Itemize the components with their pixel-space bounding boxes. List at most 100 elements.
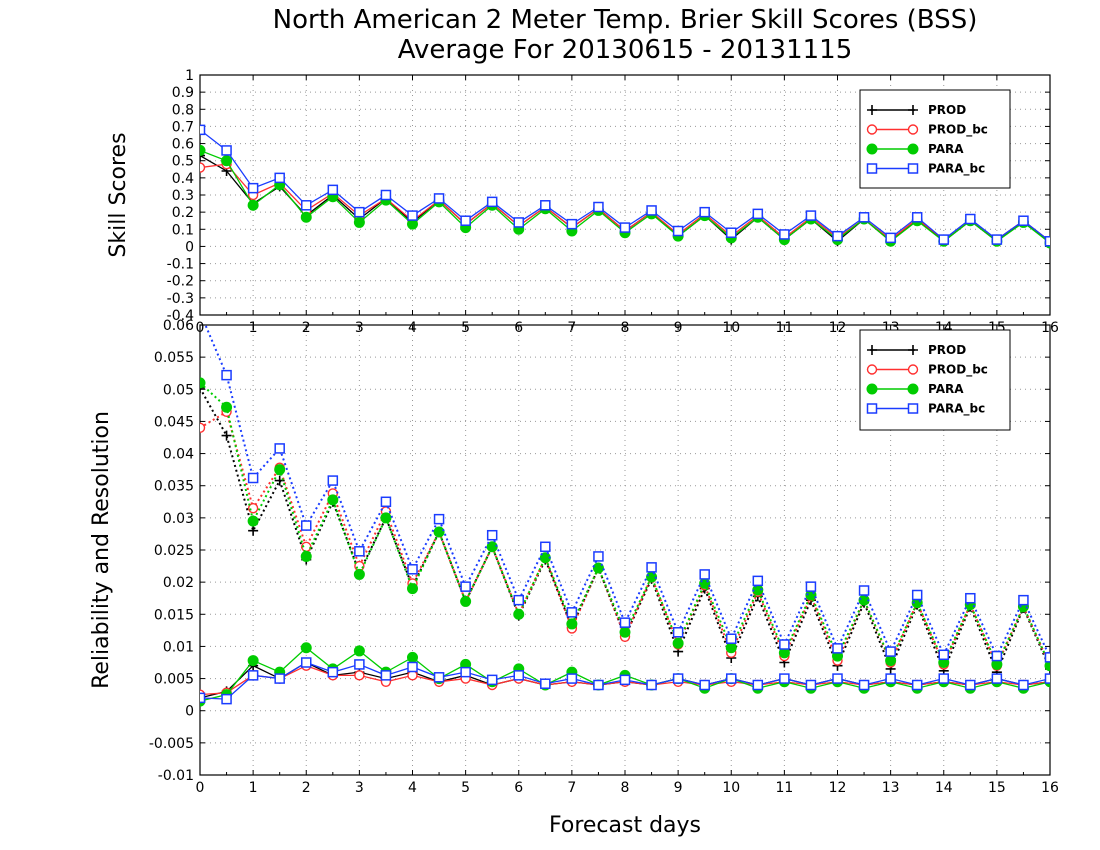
data-point — [513, 594, 524, 606]
data-point — [965, 213, 976, 225]
legend-marker — [866, 143, 878, 155]
legend-marker — [866, 163, 878, 174]
data-point — [354, 659, 365, 670]
data-point — [805, 581, 817, 592]
legend-marker — [908, 105, 918, 115]
data-point — [221, 155, 233, 167]
data-point — [327, 666, 339, 678]
data-point — [938, 673, 949, 684]
data-point — [513, 217, 524, 228]
data-point — [726, 673, 737, 684]
y-tick-label: 0 — [185, 239, 194, 255]
data-point — [247, 655, 259, 667]
legend-label: PARA_bc — [928, 162, 985, 177]
data-point — [885, 673, 896, 684]
x-tick-label: 6 — [514, 780, 523, 796]
y-tick-label: 0.005 — [154, 672, 194, 688]
data-point — [779, 673, 790, 684]
data-point — [221, 430, 232, 441]
data-point — [274, 673, 285, 684]
data-point — [460, 595, 472, 607]
y-tick-label: -0.4 — [167, 308, 194, 324]
x-tick-label: 11 — [775, 780, 793, 796]
data-point — [832, 673, 843, 684]
legend-label: PROD_bc — [928, 363, 988, 378]
y-tick-label: 0.02 — [163, 575, 194, 591]
data-point — [885, 646, 896, 657]
data-point — [433, 672, 445, 683]
data-point — [407, 210, 418, 221]
data-point — [1044, 236, 1050, 247]
data-point — [672, 225, 684, 237]
data-point — [247, 515, 259, 527]
x-tick-label: 16 — [1041, 780, 1059, 796]
y-tick-label: 0.035 — [154, 479, 194, 495]
series-line — [200, 387, 1050, 675]
y-tick-label: -0.005 — [149, 736, 194, 752]
data-point — [380, 512, 392, 524]
data-point — [991, 650, 1003, 662]
data-point — [407, 583, 418, 595]
y-axis-label: Reliability and Resolution — [89, 411, 114, 689]
data-point — [300, 642, 312, 654]
series-group — [200, 325, 1050, 707]
data-point — [407, 564, 418, 575]
data-point — [1044, 652, 1050, 663]
data-point — [619, 222, 631, 233]
y-tick-label: 0.04 — [163, 447, 194, 463]
data-point — [646, 562, 657, 573]
data-point — [699, 679, 710, 691]
data-point — [540, 200, 551, 211]
data-point — [779, 639, 790, 650]
legend-label: PROD — [928, 103, 966, 117]
data-point — [619, 674, 631, 686]
y-tick-label: 0 — [185, 704, 194, 720]
data-point — [858, 679, 870, 691]
y-tick-label: 0.025 — [154, 543, 194, 559]
data-point — [247, 472, 259, 484]
data-point — [486, 196, 498, 208]
data-point — [619, 617, 631, 628]
x-tick-label: 10 — [722, 780, 740, 796]
data-point — [965, 592, 976, 604]
legend-marker — [866, 403, 878, 414]
y-tick-label: 0.1 — [172, 222, 194, 238]
data-point — [513, 670, 524, 681]
data-point — [200, 422, 206, 434]
legend-marker — [908, 345, 918, 355]
data-point — [885, 232, 896, 244]
data-point — [938, 649, 949, 661]
data-point — [274, 443, 285, 454]
data-point — [353, 568, 365, 580]
legend-marker — [866, 383, 878, 395]
legend-label: PROD_bc — [928, 123, 988, 138]
data-point — [540, 541, 551, 553]
panel-2: 0.060.0550.050.0450.040.0350.030.0250.02… — [89, 318, 1059, 796]
data-point — [200, 692, 206, 704]
data-point — [646, 679, 657, 691]
x-tick-label: 5 — [461, 780, 470, 796]
data-point — [885, 655, 897, 667]
data-point — [354, 546, 365, 557]
series-para — [200, 642, 1050, 707]
data-point — [699, 569, 710, 580]
legend-label: PROD — [928, 343, 966, 357]
data-point — [726, 227, 737, 238]
legend-label: PARA_bc — [928, 402, 985, 417]
chart-subtitle: Average For 20130615 - 20131115 — [398, 35, 853, 65]
data-point — [938, 234, 949, 245]
y-tick-label: 0.3 — [172, 188, 194, 204]
data-point — [805, 679, 817, 691]
data-point — [752, 575, 764, 587]
y-tick-label: 0.01 — [163, 639, 194, 655]
legend-marker — [907, 143, 919, 155]
data-point — [513, 608, 525, 620]
data-point — [566, 218, 578, 230]
legend-marker — [867, 345, 877, 355]
x-tick-label: 3 — [355, 780, 364, 796]
panel-1: 10.90.80.70.60.50.40.30.20.10-0.1-0.2-0.… — [106, 68, 1059, 336]
data-point — [247, 670, 259, 681]
data-point — [1044, 660, 1050, 672]
data-point — [354, 206, 365, 218]
data-point — [1018, 594, 1029, 606]
